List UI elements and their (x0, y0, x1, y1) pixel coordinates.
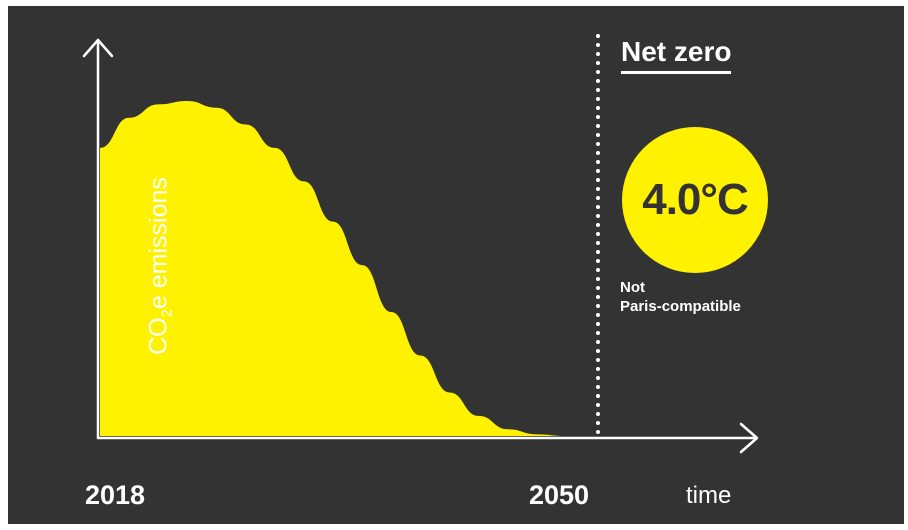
x-start-year-label: 2018 (85, 480, 146, 510)
y-axis-label: CO2e emissions (145, 126, 176, 406)
net-zero-heading: Net zero (621, 36, 732, 74)
compatibility-note-line2: Paris-compatible (620, 298, 741, 315)
chart-panel: CO2e emissions 2018 2050 time Net zero 4… (8, 6, 904, 524)
temperature-badge: 4.0°C (622, 127, 768, 273)
emissions-area (100, 101, 566, 436)
x-end-year-label: 2050 (529, 480, 590, 510)
x-axis-label: time (686, 482, 732, 509)
y-axis-label-subscript: 2 (158, 309, 176, 318)
x-axis-arrow (739, 422, 759, 454)
emissions-chart (82, 34, 759, 454)
y-axis-label-rest: e emissions (144, 177, 173, 310)
y-axis-label-main: CO (144, 317, 173, 355)
y-axis-arrow (82, 38, 114, 58)
temperature-value: 4.0°C (642, 175, 749, 224)
compatibility-note-line1: Not (620, 279, 645, 296)
net-zero-heading-wrap: Net zero (621, 36, 732, 74)
compatibility-note: Not Paris-compatible (620, 278, 800, 316)
